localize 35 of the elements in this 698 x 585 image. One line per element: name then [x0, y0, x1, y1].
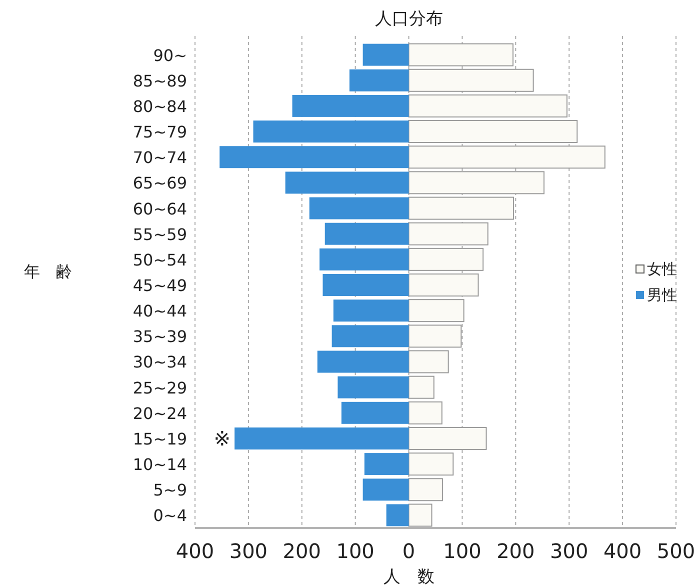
- xtick: 0: [402, 539, 416, 563]
- ytick: 0~4: [153, 506, 187, 526]
- ytick: 55~59: [132, 224, 187, 244]
- ytick: 35~39: [132, 327, 187, 346]
- title: 人口分布: [374, 9, 443, 29]
- ytick: 75~79: [132, 122, 187, 142]
- legend: 女性: [647, 260, 677, 278]
- ytick: 80~84: [132, 96, 187, 116]
- legend: 男性: [647, 286, 677, 304]
- xtick: 200: [496, 539, 535, 563]
- ylabel: 年 齢: [24, 262, 72, 281]
- ytick: 70~74: [132, 148, 187, 168]
- ytick: 50~54: [132, 250, 187, 270]
- ytick: 5~9: [153, 480, 187, 500]
- ytick: 20~24: [132, 404, 187, 423]
- ytick: 15~19: [132, 429, 187, 448]
- ytick: 30~34: [132, 352, 187, 372]
- annotation: ※: [214, 426, 231, 450]
- xtick: 400: [176, 539, 214, 563]
- xtick: 400: [603, 539, 642, 563]
- ytick: 65~69: [132, 174, 187, 193]
- xtick: 100: [443, 539, 482, 563]
- ytick: 60~64: [132, 199, 187, 218]
- ytick: 10~14: [132, 455, 187, 474]
- xlabel: 人 数: [383, 567, 434, 585]
- ytick: 90~: [153, 46, 187, 65]
- xtick: 500: [656, 539, 696, 563]
- ytick: 45~49: [132, 276, 187, 295]
- xtick: 200: [282, 539, 321, 563]
- xtick: 300: [229, 539, 268, 563]
- xtick: 100: [336, 539, 374, 563]
- xtick: 300: [550, 539, 588, 563]
- ytick: 40~44: [132, 302, 187, 321]
- ytick: 85~89: [132, 71, 187, 90]
- ytick: 25~29: [132, 378, 187, 398]
